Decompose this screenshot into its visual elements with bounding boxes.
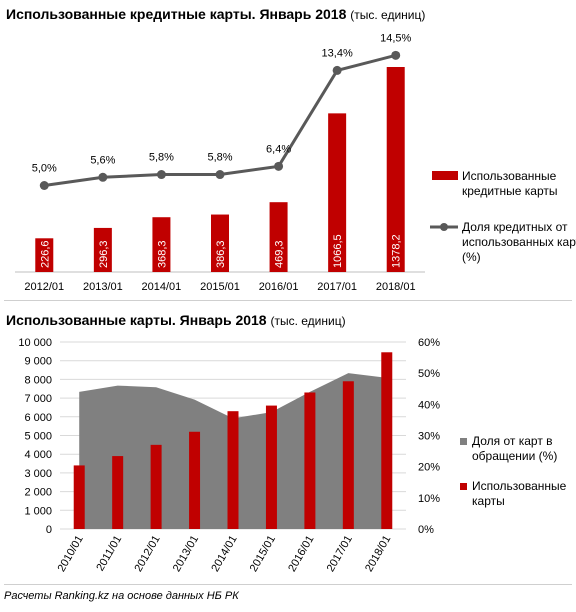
chart2-bar <box>189 431 201 529</box>
chart1-x-tick-label: 2014/01 <box>142 281 182 293</box>
chart1-bar <box>211 214 229 272</box>
chart1-bar-label: 296,3 <box>98 240 110 268</box>
chart1-bar <box>269 202 288 272</box>
chart1-line-label: 14,5% <box>380 32 411 44</box>
chart1-line-point <box>391 50 401 60</box>
chart1-legend-bar-label: Использованные кредитные карты <box>462 169 558 198</box>
chart2-x-tick-label: 2017/01 <box>325 534 355 574</box>
chart2-y-tick-label: 4 000 <box>24 449 52 461</box>
chart2-y-tick-label: 10 000 <box>18 337 52 349</box>
chart2-bar <box>150 444 162 529</box>
chart1-x-tick-label: 2015/01 <box>200 281 240 293</box>
source-footer: Расчеты Ranking.kz на основе данных НБ Р… <box>4 590 239 602</box>
chart2-y-tick-label: 6 000 <box>24 412 52 424</box>
chart2-legend-area-swatch <box>460 438 467 445</box>
chart1-line-label: 13,4% <box>322 47 353 59</box>
chart2-y2-tick-label: 20% <box>418 462 440 474</box>
chart1-title: Использованные кредитные карты. Январь 2… <box>6 6 426 22</box>
chart1-svg: 226,6 2012/01 296,3 2013/01 368,3 2014/01 386,… <box>15 32 576 293</box>
chart2-y-tick-label: 1 000 <box>24 505 52 517</box>
chart2-y2-tick-label: 50% <box>418 368 440 380</box>
chart1-bar-label: 1378,2 <box>391 234 403 268</box>
chart2-bar <box>381 352 393 529</box>
chart1-bar <box>328 113 347 272</box>
chart2-x-tick-label: 2012/01 <box>132 534 162 574</box>
chart1-line-label: 5,8% <box>149 152 174 164</box>
chart2-x-tick-label: 2011/01 <box>94 534 124 574</box>
chart1-line-point <box>274 161 284 171</box>
chart2-x-tick-label: 2015/01 <box>248 534 278 574</box>
chart1-x-tick-label: 2012/01 <box>24 281 64 293</box>
chart1-line-point <box>332 65 342 75</box>
chart2-y2-tick-label: 40% <box>418 399 440 411</box>
chart1-line-point <box>156 170 166 180</box>
chart2-bar <box>342 381 354 529</box>
chart2-bar <box>227 411 239 529</box>
chart1-legend-bar-swatch <box>432 171 458 180</box>
chart1-bar-label: 469,3 <box>274 240 286 268</box>
chart2-x-tick-label: 2016/01 <box>286 534 316 574</box>
chart2-y2-tick-label: 30% <box>418 431 440 443</box>
chart2-y-tick-label: 5 000 <box>24 431 52 443</box>
chart-divider <box>4 300 572 301</box>
chart1-bar-label: 226,6 <box>39 240 51 268</box>
chart2-y-tick-label: 3 000 <box>24 468 52 480</box>
chart2-x-tick-label: 2018/01 <box>363 534 393 574</box>
chart1-legend-line-marker <box>440 223 448 231</box>
chart1-bar-label: 386,3 <box>215 240 227 268</box>
chart2-x-tick-label: 2013/01 <box>171 534 201 574</box>
chart1-line-point <box>215 170 225 180</box>
chart1-bar-label: 368,3 <box>156 240 168 268</box>
chart2-y-tick-label: 7 000 <box>24 393 52 405</box>
footer-divider <box>4 584 572 585</box>
chart1-line-label: 5,0% <box>32 163 57 175</box>
chart2-svg: 0 1 000 2 000 3 000 4 000 5 000 6 000 7 000 8 00… <box>18 337 567 574</box>
chart1-line-label: 5,6% <box>90 154 115 166</box>
chart2-y-tick-label: 2 000 <box>24 487 52 499</box>
chart2-bar <box>304 392 316 529</box>
chart1-bar <box>152 217 171 272</box>
chart2-y-tick-label: 0 <box>46 524 52 536</box>
chart2-y2-tick-label: 0% <box>418 524 434 536</box>
chart2-bar <box>112 456 124 529</box>
chart2-legend-bar-swatch <box>460 483 467 490</box>
chart2-bar <box>73 465 85 529</box>
chart1-x-tick-label: 2016/01 <box>259 281 299 293</box>
chart1-x-tick-label: 2018/01 <box>376 281 416 293</box>
chart1-bar <box>93 227 112 272</box>
chart1-bar <box>386 67 405 272</box>
chart2-y-tick-label: 8 000 <box>24 374 52 386</box>
chart2-x-tick-label: 2010/01 <box>56 534 86 574</box>
chart1-line-label: 6,4% <box>266 143 291 155</box>
chart1-bar-label: 1066,5 <box>332 234 344 268</box>
chart1-line-point <box>39 181 49 190</box>
chart2-y2-tick-label: 10% <box>418 493 440 505</box>
chart2-legend-bar-label: Использованные карты <box>472 479 567 508</box>
chart2-legend-area-label: Доля от карт в обращении (%) <box>472 434 557 463</box>
chart1-x-tick-label: 2013/01 <box>83 281 123 293</box>
chart1-legend-line-label: Доля кредитных от использованных карт (%) <box>462 220 576 264</box>
chart2-bar <box>265 405 277 529</box>
chart1-line-point <box>98 172 108 182</box>
chart2-x-tick-label: 2014/01 <box>209 534 239 574</box>
chart1-x-tick-label: 2017/01 <box>317 281 357 293</box>
chart2-title: Использованные карты. Январь 2018 (тыс. … <box>6 312 346 328</box>
chart1-line-label: 5,8% <box>207 152 232 164</box>
chart2-y-tick-label: 9 000 <box>24 356 52 368</box>
chart1-bar <box>35 238 54 272</box>
chart2-y2-tick-label: 60% <box>418 337 440 349</box>
